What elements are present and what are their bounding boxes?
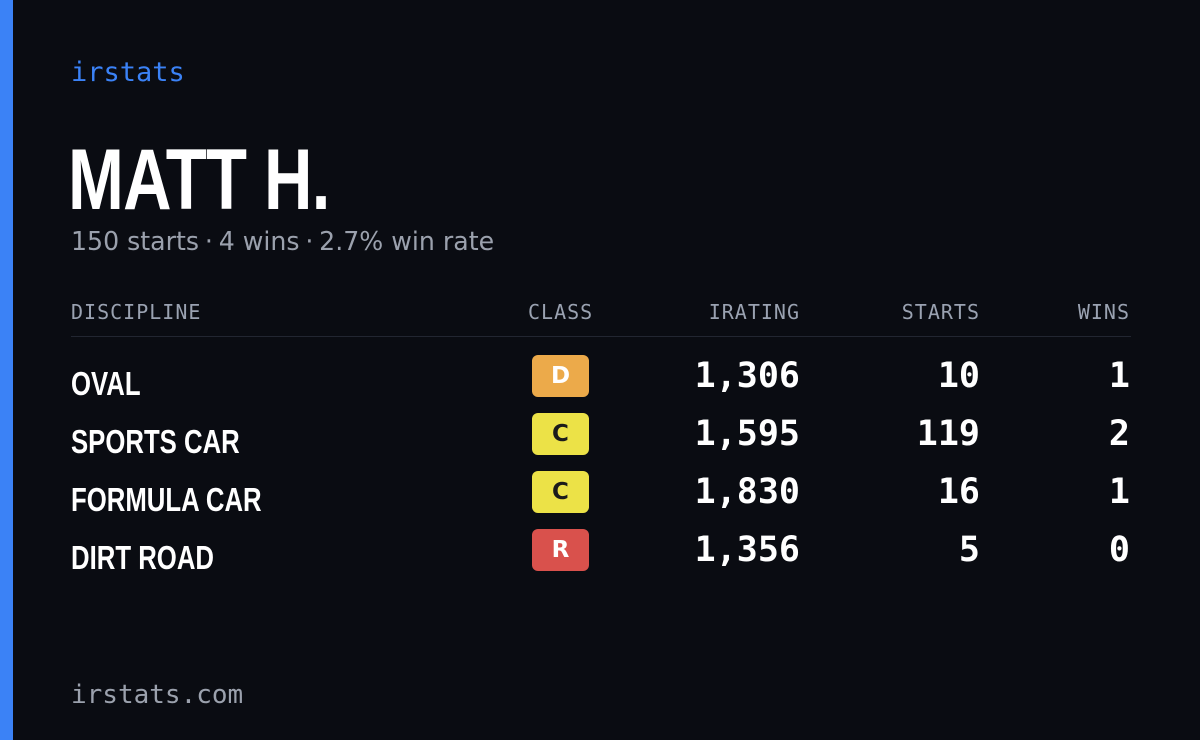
starts-value: 16	[937, 472, 980, 512]
class-badge: C	[532, 413, 589, 455]
table-row: SPORTS CAR C 1,595 119 2	[71, 411, 1131, 469]
wins-count: 4 wins	[218, 227, 300, 257]
table-row: FORMULA CAR C 1,830 16 1	[71, 469, 1131, 527]
starts-count: 150 starts	[71, 227, 200, 257]
header-class: CLASS	[528, 300, 594, 324]
starts-value: 10	[937, 356, 980, 396]
class-badge: R	[532, 529, 589, 571]
header-discipline: DISCIPLINE	[71, 300, 202, 324]
accent-bar	[0, 0, 13, 740]
irating-value: 1,356	[694, 530, 800, 570]
win-rate: 2.7% win rate	[319, 227, 495, 257]
wins-value: 0	[1108, 530, 1130, 570]
discipline-name: FORMULA CAR	[71, 481, 262, 518]
irating-value: 1,306	[694, 356, 800, 396]
driver-name: MATT H.	[68, 132, 330, 228]
starts-value: 119	[916, 414, 980, 454]
discipline-name: OVAL	[71, 365, 141, 402]
table-header: DISCIPLINE CLASS IRATING STARTS WINS	[71, 296, 1131, 337]
separator: ·	[305, 227, 314, 257]
class-badge: D	[532, 355, 589, 397]
starts-value: 5	[958, 530, 980, 570]
table-row: OVAL D 1,306 10 1	[71, 353, 1131, 411]
header-wins: WINS	[1077, 300, 1130, 324]
wins-value: 1	[1108, 356, 1130, 396]
table-body: OVAL D 1,306 10 1 SPORTS CAR C 1,595 119…	[71, 337, 1131, 585]
discipline-name: SPORTS CAR	[71, 423, 240, 460]
irating-value: 1,595	[694, 414, 800, 454]
brand-logo: irstats	[71, 57, 185, 88]
driver-summary: 150 starts · 4 wins · 2.7% win rate	[71, 227, 494, 257]
footer-url[interactable]: irstats.com	[71, 680, 244, 710]
stats-table: DISCIPLINE CLASS IRATING STARTS WINS OVA…	[71, 296, 1131, 585]
header-starts: STARTS	[901, 300, 980, 324]
class-badge: C	[532, 471, 589, 513]
irating-value: 1,830	[694, 472, 800, 512]
wins-value: 1	[1108, 472, 1130, 512]
table-row: DIRT ROAD R 1,356 5 0	[71, 527, 1131, 585]
separator: ·	[204, 227, 213, 257]
wins-value: 2	[1108, 414, 1130, 454]
discipline-name: DIRT ROAD	[71, 539, 214, 576]
header-irating: IRATING	[708, 300, 800, 324]
